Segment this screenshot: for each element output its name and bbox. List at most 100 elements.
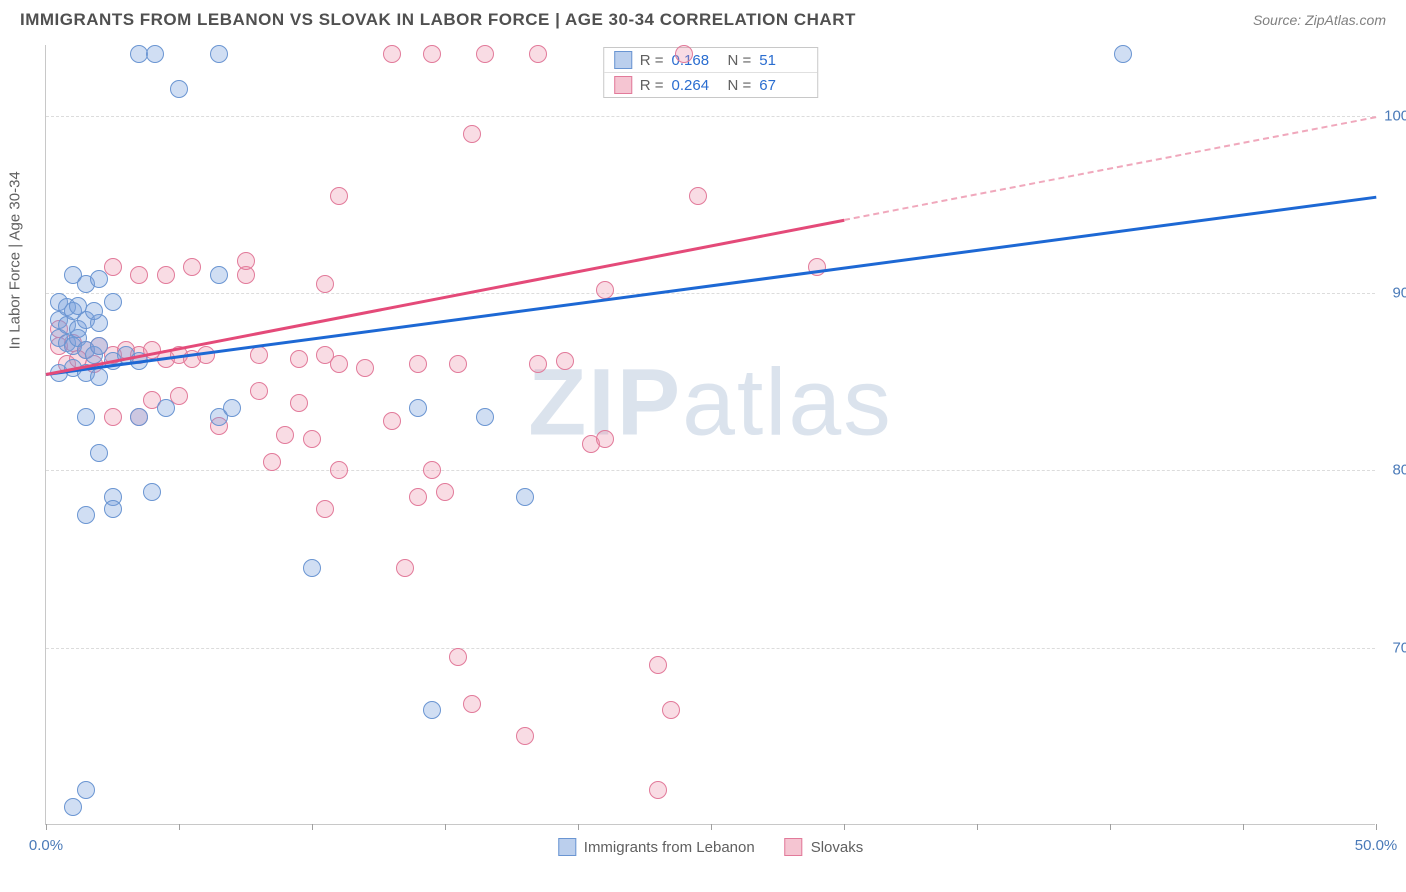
x-tick	[844, 824, 845, 830]
x-tick	[1376, 824, 1377, 830]
data-point-pink	[290, 350, 308, 368]
data-point-pink	[409, 488, 427, 506]
data-point-pink	[689, 187, 707, 205]
data-point-pink	[463, 695, 481, 713]
legend-item-pink: Slovaks	[785, 838, 864, 856]
data-point-pink	[197, 346, 215, 364]
legend: Immigrants from Lebanon Slovaks	[558, 838, 863, 856]
swatch-pink-icon	[785, 838, 803, 856]
data-point-pink	[675, 45, 693, 63]
trend-line	[46, 196, 1376, 376]
data-point-pink	[649, 781, 667, 799]
y-tick-label: 70.0%	[1392, 639, 1406, 656]
data-point-blue	[170, 80, 188, 98]
data-point-pink	[556, 352, 574, 370]
x-tick-label: 0.0%	[29, 837, 63, 854]
data-point-blue	[146, 45, 164, 63]
data-point-blue	[77, 781, 95, 799]
data-point-blue	[104, 500, 122, 518]
source-attribution: Source: ZipAtlas.com	[1253, 12, 1386, 28]
data-point-blue	[77, 506, 95, 524]
legend-item-blue: Immigrants from Lebanon	[558, 838, 755, 856]
data-point-pink	[423, 461, 441, 479]
data-point-pink	[330, 461, 348, 479]
x-tick	[578, 824, 579, 830]
data-point-pink	[449, 355, 467, 373]
data-point-blue	[90, 337, 108, 355]
swatch-pink-icon	[614, 76, 632, 94]
data-point-blue	[476, 408, 494, 426]
data-point-pink	[383, 45, 401, 63]
gridline	[46, 116, 1375, 117]
data-point-blue	[85, 302, 103, 320]
y-tick-label: 100.0%	[1384, 107, 1406, 124]
data-point-pink	[330, 355, 348, 373]
data-point-blue	[1114, 45, 1132, 63]
trend-line	[844, 116, 1376, 221]
data-point-pink	[449, 648, 467, 666]
data-point-blue	[90, 368, 108, 386]
chart-title: IMMIGRANTS FROM LEBANON VS SLOVAK IN LAB…	[20, 10, 856, 30]
data-point-pink	[436, 483, 454, 501]
stats-row-blue: R = 0.168 N = 51	[604, 48, 818, 73]
x-tick	[312, 824, 313, 830]
data-point-pink	[423, 45, 441, 63]
data-point-pink	[276, 426, 294, 444]
data-point-pink	[529, 45, 547, 63]
swatch-blue-icon	[614, 51, 632, 69]
data-point-pink	[529, 355, 547, 373]
data-point-pink	[383, 412, 401, 430]
data-point-pink	[596, 281, 614, 299]
data-point-blue	[423, 701, 441, 719]
data-point-pink	[183, 258, 201, 276]
data-point-blue	[223, 399, 241, 417]
data-point-pink	[330, 187, 348, 205]
data-point-pink	[463, 125, 481, 143]
data-point-blue	[104, 293, 122, 311]
trend-line	[46, 219, 844, 376]
data-point-pink	[237, 252, 255, 270]
data-point-blue	[157, 399, 175, 417]
data-point-blue	[64, 798, 82, 816]
data-point-blue	[516, 488, 534, 506]
data-point-pink	[476, 45, 494, 63]
data-point-pink	[250, 382, 268, 400]
swatch-blue-icon	[558, 838, 576, 856]
x-tick	[977, 824, 978, 830]
data-point-pink	[250, 346, 268, 364]
data-point-pink	[409, 355, 427, 373]
data-point-blue	[409, 399, 427, 417]
gridline	[46, 648, 1375, 649]
data-point-pink	[316, 275, 334, 293]
data-point-pink	[263, 453, 281, 471]
data-point-pink	[303, 430, 321, 448]
data-point-pink	[649, 656, 667, 674]
data-point-pink	[356, 359, 374, 377]
x-tick-label: 50.0%	[1355, 837, 1398, 854]
scatter-chart: ZIPatlas R = 0.168 N = 51 R = 0.264 N = …	[45, 45, 1375, 825]
data-point-blue	[90, 444, 108, 462]
data-point-pink	[396, 559, 414, 577]
data-point-pink	[130, 266, 148, 284]
data-point-blue	[90, 270, 108, 288]
x-tick	[1243, 824, 1244, 830]
data-point-blue	[210, 45, 228, 63]
data-point-pink	[662, 701, 680, 719]
data-point-pink	[157, 266, 175, 284]
data-point-pink	[316, 500, 334, 518]
data-point-pink	[596, 430, 614, 448]
x-tick	[445, 824, 446, 830]
stats-row-pink: R = 0.264 N = 67	[604, 73, 818, 97]
y-tick-label: 80.0%	[1392, 462, 1406, 479]
gridline	[46, 470, 1375, 471]
data-point-blue	[143, 483, 161, 501]
y-axis-title: In Labor Force | Age 30-34	[7, 171, 24, 349]
x-tick	[711, 824, 712, 830]
data-point-blue	[303, 559, 321, 577]
data-point-pink	[516, 727, 534, 745]
data-point-blue	[130, 408, 148, 426]
x-tick	[179, 824, 180, 830]
x-tick	[1110, 824, 1111, 830]
gridline	[46, 293, 1375, 294]
y-tick-label: 90.0%	[1392, 285, 1406, 302]
